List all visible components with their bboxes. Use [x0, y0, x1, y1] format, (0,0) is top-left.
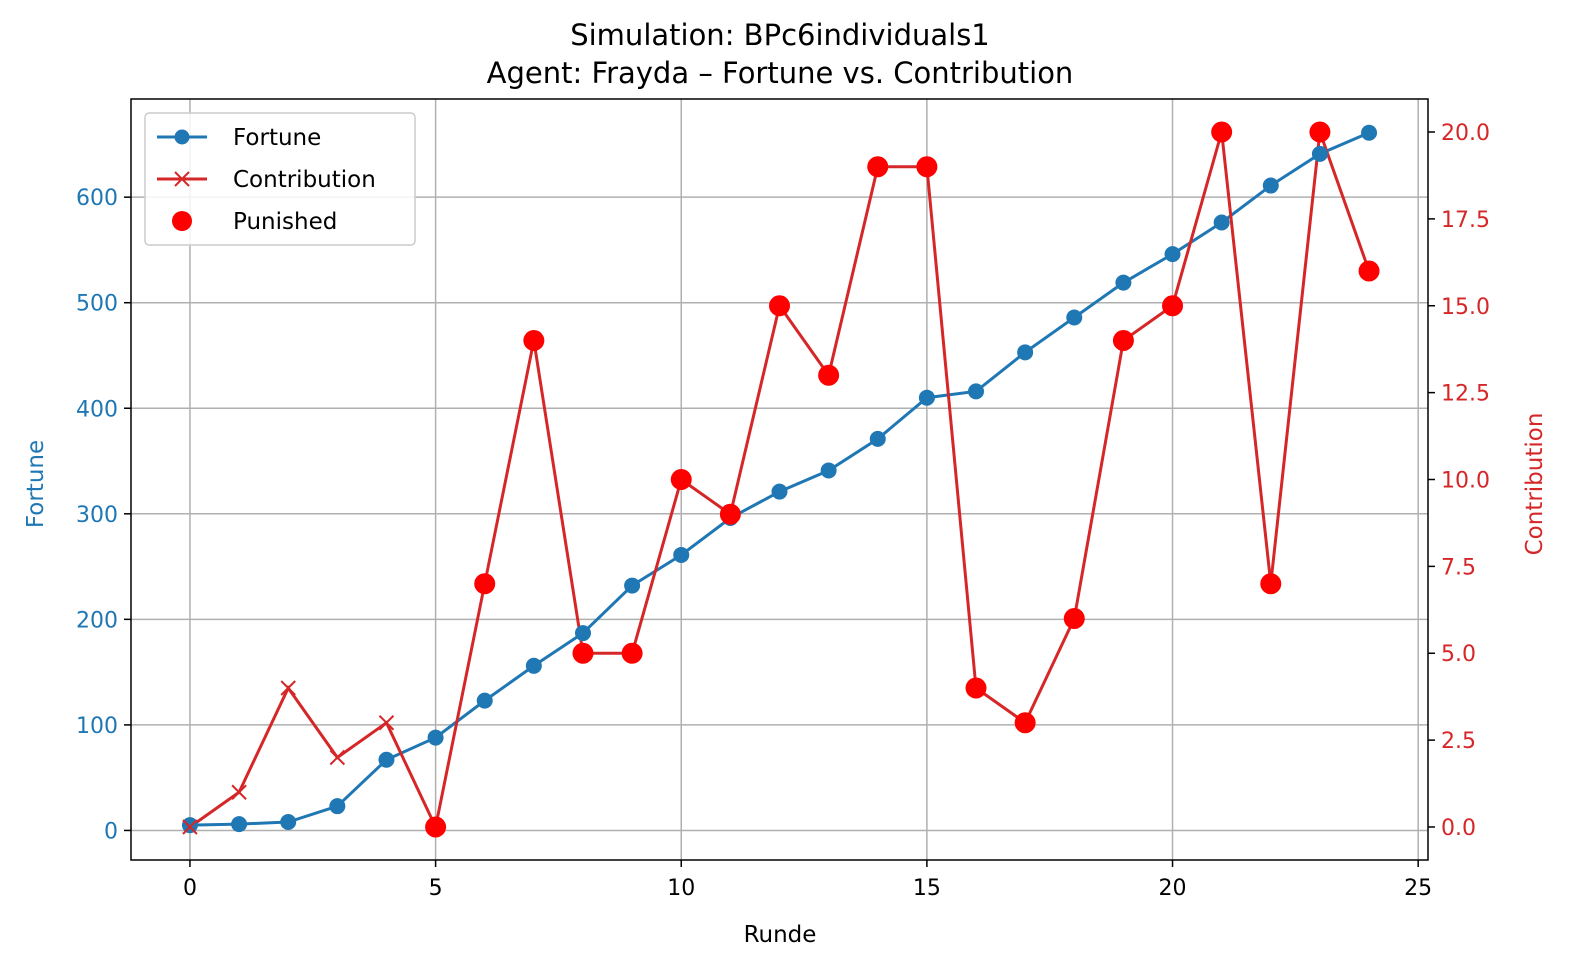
- punished-point: [425, 816, 447, 838]
- x-tick-label: 0: [183, 876, 197, 901]
- punished-point: [1162, 295, 1184, 317]
- punished-point: [1063, 607, 1085, 629]
- fortune-point: [1361, 124, 1378, 141]
- fortune-point: [525, 657, 542, 674]
- chart-title: Simulation: BPc6individuals1: [570, 18, 990, 52]
- x-tick-label: 10: [667, 876, 695, 901]
- y-right-tick-label: 10.0: [1441, 469, 1490, 494]
- fortune-point: [427, 729, 444, 746]
- y-left-tick-label: 100: [76, 714, 118, 739]
- punished-point: [523, 330, 545, 352]
- y-left-tick-label: 0: [104, 819, 118, 844]
- punished-point: [670, 469, 692, 490]
- fortune-point: [1213, 214, 1230, 231]
- fortune-point: [771, 483, 788, 500]
- chart-subtitle: Agent: Frayda – Fortune vs. Contribution: [487, 56, 1074, 90]
- fortune-point: [378, 751, 395, 768]
- y-right-tick-label: 12.5: [1441, 382, 1490, 407]
- x-tick-label: 5: [429, 876, 443, 901]
- fortune-point: [476, 692, 493, 709]
- legend-contribution-marker: [174, 171, 190, 187]
- legend-contribution-label: Contribution: [233, 167, 376, 193]
- punished-point: [474, 573, 496, 595]
- punished-point: [1358, 260, 1380, 282]
- punished-point: [769, 295, 790, 317]
- fortune-point: [181, 817, 198, 834]
- fortune-point: [1164, 246, 1181, 263]
- y-axis-label-right: Contribution: [1522, 413, 1548, 556]
- legend: Fortune Contribution Punished: [144, 112, 416, 246]
- fortune-point: [968, 383, 985, 400]
- punished-point: [719, 503, 741, 525]
- punished-point: [1309, 121, 1331, 143]
- legend-fortune-label: Fortune: [233, 125, 321, 151]
- y-left-tick-label: 500: [76, 292, 118, 317]
- fortune-point: [673, 546, 690, 563]
- fortune-point: [624, 577, 641, 594]
- legend-punished-label: Punished: [233, 209, 337, 235]
- fortune-point: [1066, 309, 1083, 326]
- fortune-point: [1311, 145, 1328, 162]
- y-right-tick-label: 20.0: [1441, 121, 1490, 146]
- punished-point: [965, 677, 987, 699]
- fortune-point: [1262, 177, 1279, 194]
- punished-point: [621, 642, 643, 664]
- punished-point: [916, 156, 938, 178]
- series-layer: [181, 121, 1380, 838]
- y-right-tick-label: 7.5: [1441, 555, 1476, 580]
- contribution-point: [280, 680, 296, 696]
- axis-ticks: 0 5 10 15 20 25 0 100 200 300 400 500 600 0.0 2.5 5.0 7.…: [76, 121, 1490, 901]
- fortune-point: [869, 430, 886, 447]
- contribution-point: [231, 784, 247, 800]
- y-right-tick-label: 0.0: [1441, 816, 1476, 841]
- y-left-tick-label: 400: [76, 397, 118, 422]
- fortune-point: [1017, 344, 1034, 361]
- legend-fortune-marker: [174, 129, 190, 145]
- fortune-point: [918, 389, 935, 406]
- legend-box: [144, 112, 416, 246]
- grid-lines: [131, 99, 1428, 860]
- fortune-point: [329, 798, 346, 815]
- punished-point: [1014, 712, 1036, 734]
- y-left-tick-label: 200: [76, 608, 118, 633]
- y-right-tick-label: 17.5: [1441, 208, 1490, 233]
- punished-point: [1211, 121, 1233, 143]
- contribution-point: [182, 819, 198, 835]
- punished-point: [867, 156, 889, 178]
- y-right-tick-label: 15.0: [1441, 295, 1490, 320]
- x-tick-label: 20: [1159, 876, 1187, 901]
- y-left-tick-label: 300: [76, 503, 118, 528]
- fortune-point: [820, 462, 837, 479]
- x-axis-label: Runde: [744, 922, 817, 948]
- contribution-point: [378, 715, 395, 731]
- contribution-point: [329, 749, 346, 766]
- fortune-point: [1115, 274, 1132, 291]
- fortune-point: [574, 625, 591, 642]
- punished-point: [1260, 573, 1282, 595]
- fortune-point: [280, 814, 297, 831]
- punished-point: [818, 364, 840, 386]
- y-axis-label-left: Fortune: [23, 440, 49, 528]
- legend-punished-marker: [172, 211, 192, 231]
- x-tick-label: 25: [1404, 876, 1432, 901]
- x-tick-label: 15: [913, 876, 941, 901]
- fortune-point: [231, 816, 248, 833]
- punished-point: [572, 642, 594, 664]
- punished-point: [1112, 330, 1134, 352]
- y-right-tick-label: 2.5: [1441, 729, 1476, 754]
- y-right-tick-label: 5.0: [1441, 642, 1476, 667]
- y-left-tick-label: 600: [76, 186, 118, 211]
